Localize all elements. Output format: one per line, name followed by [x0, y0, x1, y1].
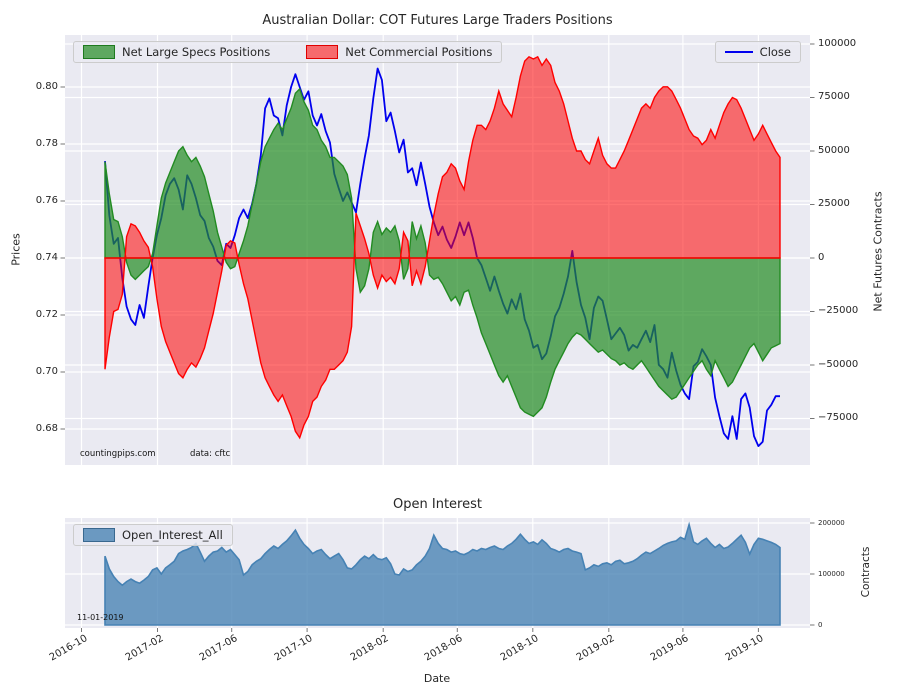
net-commercials-area [104, 55, 781, 440]
close-line-swatch-icon [724, 51, 753, 53]
price-tick-label: 0.80 [35, 80, 58, 92]
legend-entry-oi: Open_Interest_All [83, 528, 223, 542]
legend-entry-close: Close [724, 45, 791, 59]
last-date-annotation: 11-01-2019 [77, 613, 124, 622]
legend-close-label: Close [759, 45, 791, 59]
specs-swatch-icon [83, 45, 115, 59]
open-interest-area [104, 521, 781, 626]
contracts-tick-label: −50000 [818, 358, 859, 370]
oi-tick-label: 100000 [818, 569, 845, 578]
net-large-specs-area [104, 87, 781, 418]
oi-tick-label: 0 [818, 620, 823, 629]
contracts-tick-label: 0 [818, 251, 825, 263]
y-axis-label-prices: Prices [9, 233, 23, 266]
price-tick-label: 0.72 [35, 308, 58, 320]
contracts-tick-label: −25000 [818, 305, 859, 316]
x-axis-label-date: Date [423, 672, 451, 685]
legend-entry-commercials: Net Commercial Positions [306, 45, 492, 59]
price-tick-label: 0.70 [35, 365, 58, 377]
contracts-tick-label: 25000 [818, 198, 850, 209]
price-tick-label: 0.68 [35, 422, 58, 434]
main-legend: Net Large Specs Positions Net Commercial… [73, 41, 503, 63]
main-chart-title: Australian Dollar: COT Futures Large Tra… [262, 13, 613, 28]
y-axis-label-oi-contracts: Contracts [860, 546, 872, 598]
source-annotation: countingpips.com [80, 449, 156, 459]
legend-commercials-label: Net Commercial Positions [345, 45, 493, 59]
oi-tick-label: 200000 [818, 518, 845, 527]
price-tick-label: 0.76 [35, 194, 58, 206]
oi-swatch-icon [83, 528, 115, 542]
data-source-annotation: data: cftc [190, 449, 231, 459]
oi-legend: Open_Interest_All [73, 524, 233, 546]
close-legend: Close [714, 41, 801, 63]
contracts-tick-label: −75000 [818, 412, 859, 423]
price-tick-label: 0.78 [35, 137, 58, 149]
oi-chart-title: Open Interest [393, 497, 482, 512]
contracts-tick-label: 100000 [818, 37, 857, 49]
price-tick-label: 0.74 [35, 251, 58, 263]
legend-specs-label: Net Large Specs Positions [122, 45, 271, 59]
commercials-swatch-icon [306, 45, 339, 59]
legend-entry-specs: Net Large Specs Positions [83, 45, 270, 59]
contracts-tick-label: 75000 [818, 91, 850, 102]
contracts-tick-label: 50000 [818, 144, 850, 156]
tick-marks [60, 43, 815, 632]
legend-oi-label: Open_Interest_All [122, 528, 223, 542]
